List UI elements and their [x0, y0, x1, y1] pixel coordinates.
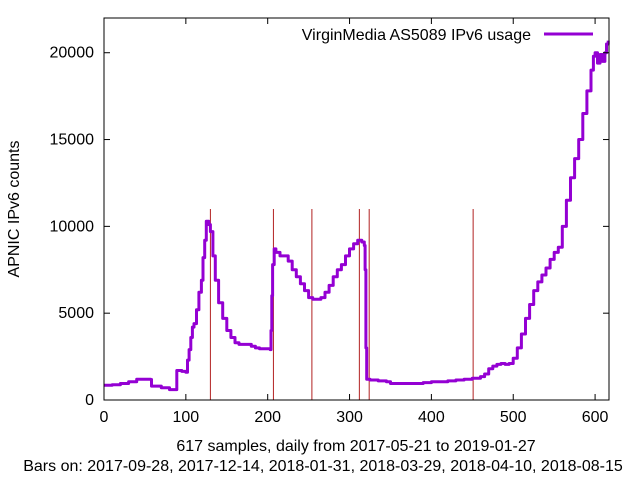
x-axis-label: 617 samples, daily from 2017-05-21 to 20…	[176, 438, 535, 455]
x-tick-label: 100	[172, 409, 199, 426]
series-layer	[104, 40, 610, 392]
y-axis-label: APNIC IPv6 counts	[6, 141, 23, 278]
x-tick-label: 600	[582, 409, 609, 426]
legend: VirginMedia AS5089 IPv6 usage	[302, 27, 593, 44]
event-bars	[209, 209, 474, 400]
legend-label: VirginMedia AS5089 IPv6 usage	[302, 27, 531, 44]
x-tick-label: 200	[254, 409, 281, 426]
series-line	[104, 40, 610, 392]
y-tick-label: 5000	[58, 305, 94, 322]
event-bars-caption: Bars on: 2017-09-28, 2017-12-14, 2018-01…	[23, 458, 623, 475]
y-tick-label: 10000	[50, 218, 95, 235]
x-tick-label: 500	[500, 409, 527, 426]
plot-frame	[103, 17, 610, 401]
axis-ticks: 0 100 200 300 400 500 600 0 5000 10000 15000 20000	[50, 18, 609, 426]
y-tick-label: 15000	[50, 132, 95, 149]
x-tick-label: 0	[100, 409, 109, 426]
y-tick-label: 20000	[50, 45, 95, 62]
x-tick-label: 400	[418, 409, 445, 426]
y-tick-label: 0	[85, 392, 94, 409]
x-tick-label: 300	[336, 409, 363, 426]
